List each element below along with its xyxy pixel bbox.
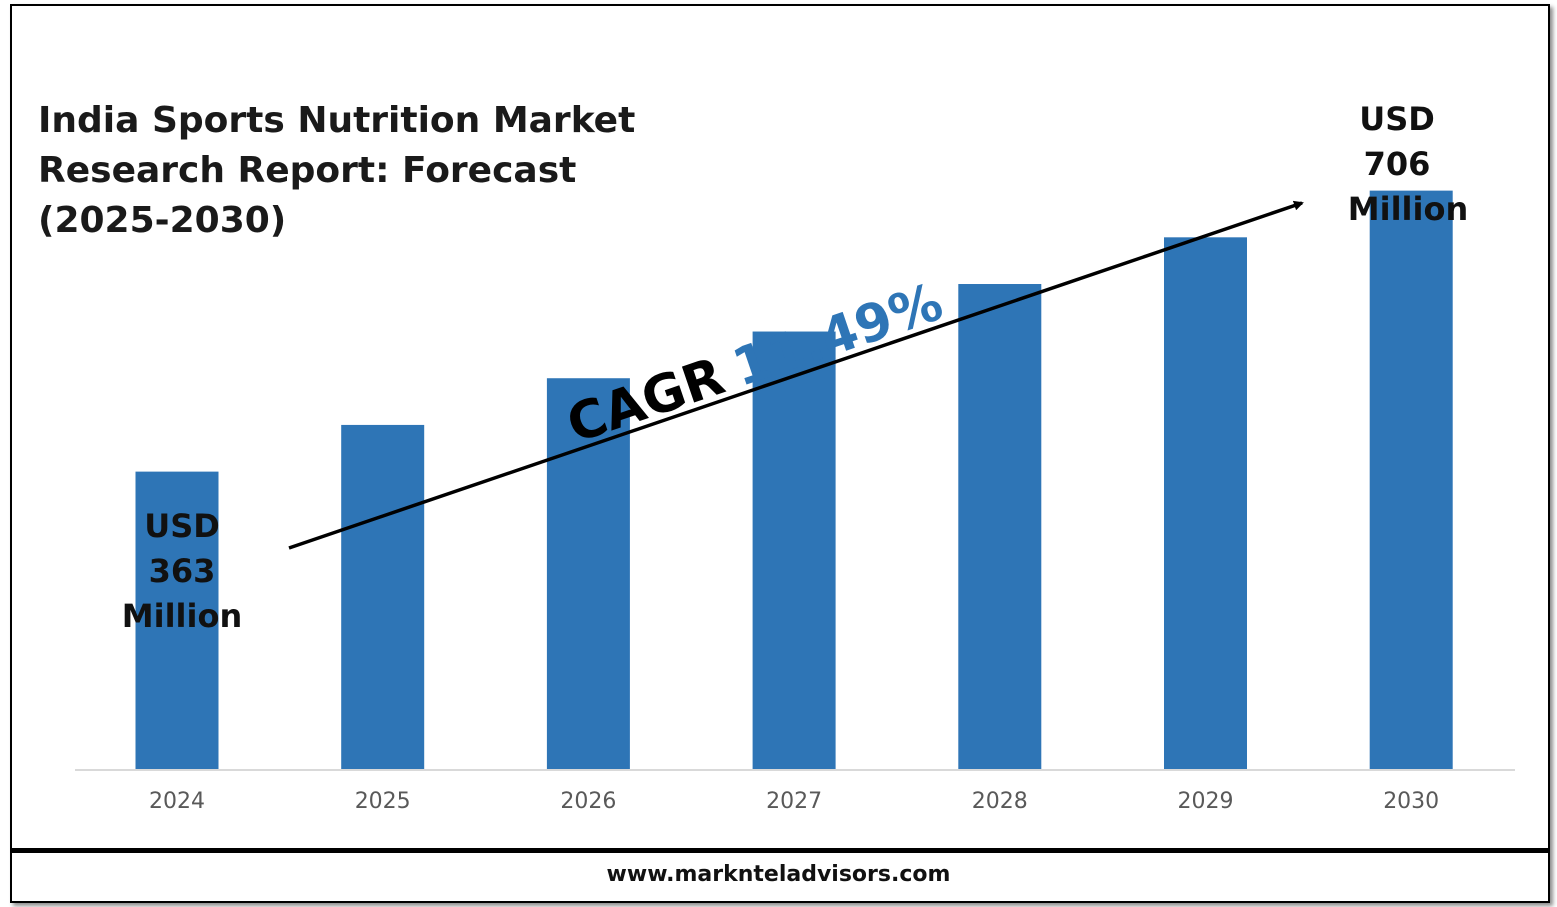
cagr-value: 11.49% xyxy=(726,272,950,399)
bars-group xyxy=(135,190,1453,770)
x-tick-2025: 2025 xyxy=(355,789,411,814)
x-tick-2026: 2026 xyxy=(560,789,616,814)
start-label-value: 363 xyxy=(149,552,216,590)
x-tick-2028: 2028 xyxy=(972,789,1028,814)
chart-title-line-1: India Sports Nutrition Market xyxy=(38,100,635,141)
bar-2024 xyxy=(135,471,219,769)
start-label-unit: Million xyxy=(122,597,242,635)
bar-2025 xyxy=(341,424,425,769)
cagr-label: CAGR xyxy=(560,347,732,456)
end-label-unit: Million xyxy=(1348,190,1468,228)
footer-url[interactable]: www.marknteladvisors.com xyxy=(606,862,951,887)
bar-2027 xyxy=(752,331,836,769)
x-tick-labels: 2024 2025 2026 2027 2028 2029 2030 xyxy=(149,789,1439,814)
bar-2028 xyxy=(958,284,1042,769)
chart-title-line-2: Research Report: Forecast xyxy=(38,150,576,191)
cagr-trend-arrow xyxy=(288,200,1304,550)
x-tick-2030: 2030 xyxy=(1383,789,1439,814)
bar-2030 xyxy=(1369,190,1453,770)
start-label-currency: USD xyxy=(144,507,220,545)
footer-divider xyxy=(10,848,1548,853)
end-label-value: 706 xyxy=(1364,145,1431,183)
x-tick-2024: 2024 xyxy=(149,789,205,814)
bar-2029 xyxy=(1164,237,1247,770)
x-tick-2029: 2029 xyxy=(1178,789,1234,814)
end-label-currency: USD xyxy=(1359,100,1435,138)
x-tick-2027: 2027 xyxy=(766,789,822,814)
chart-title-line-3: (2025-2030) xyxy=(38,200,286,241)
bar-2026 xyxy=(546,378,630,769)
